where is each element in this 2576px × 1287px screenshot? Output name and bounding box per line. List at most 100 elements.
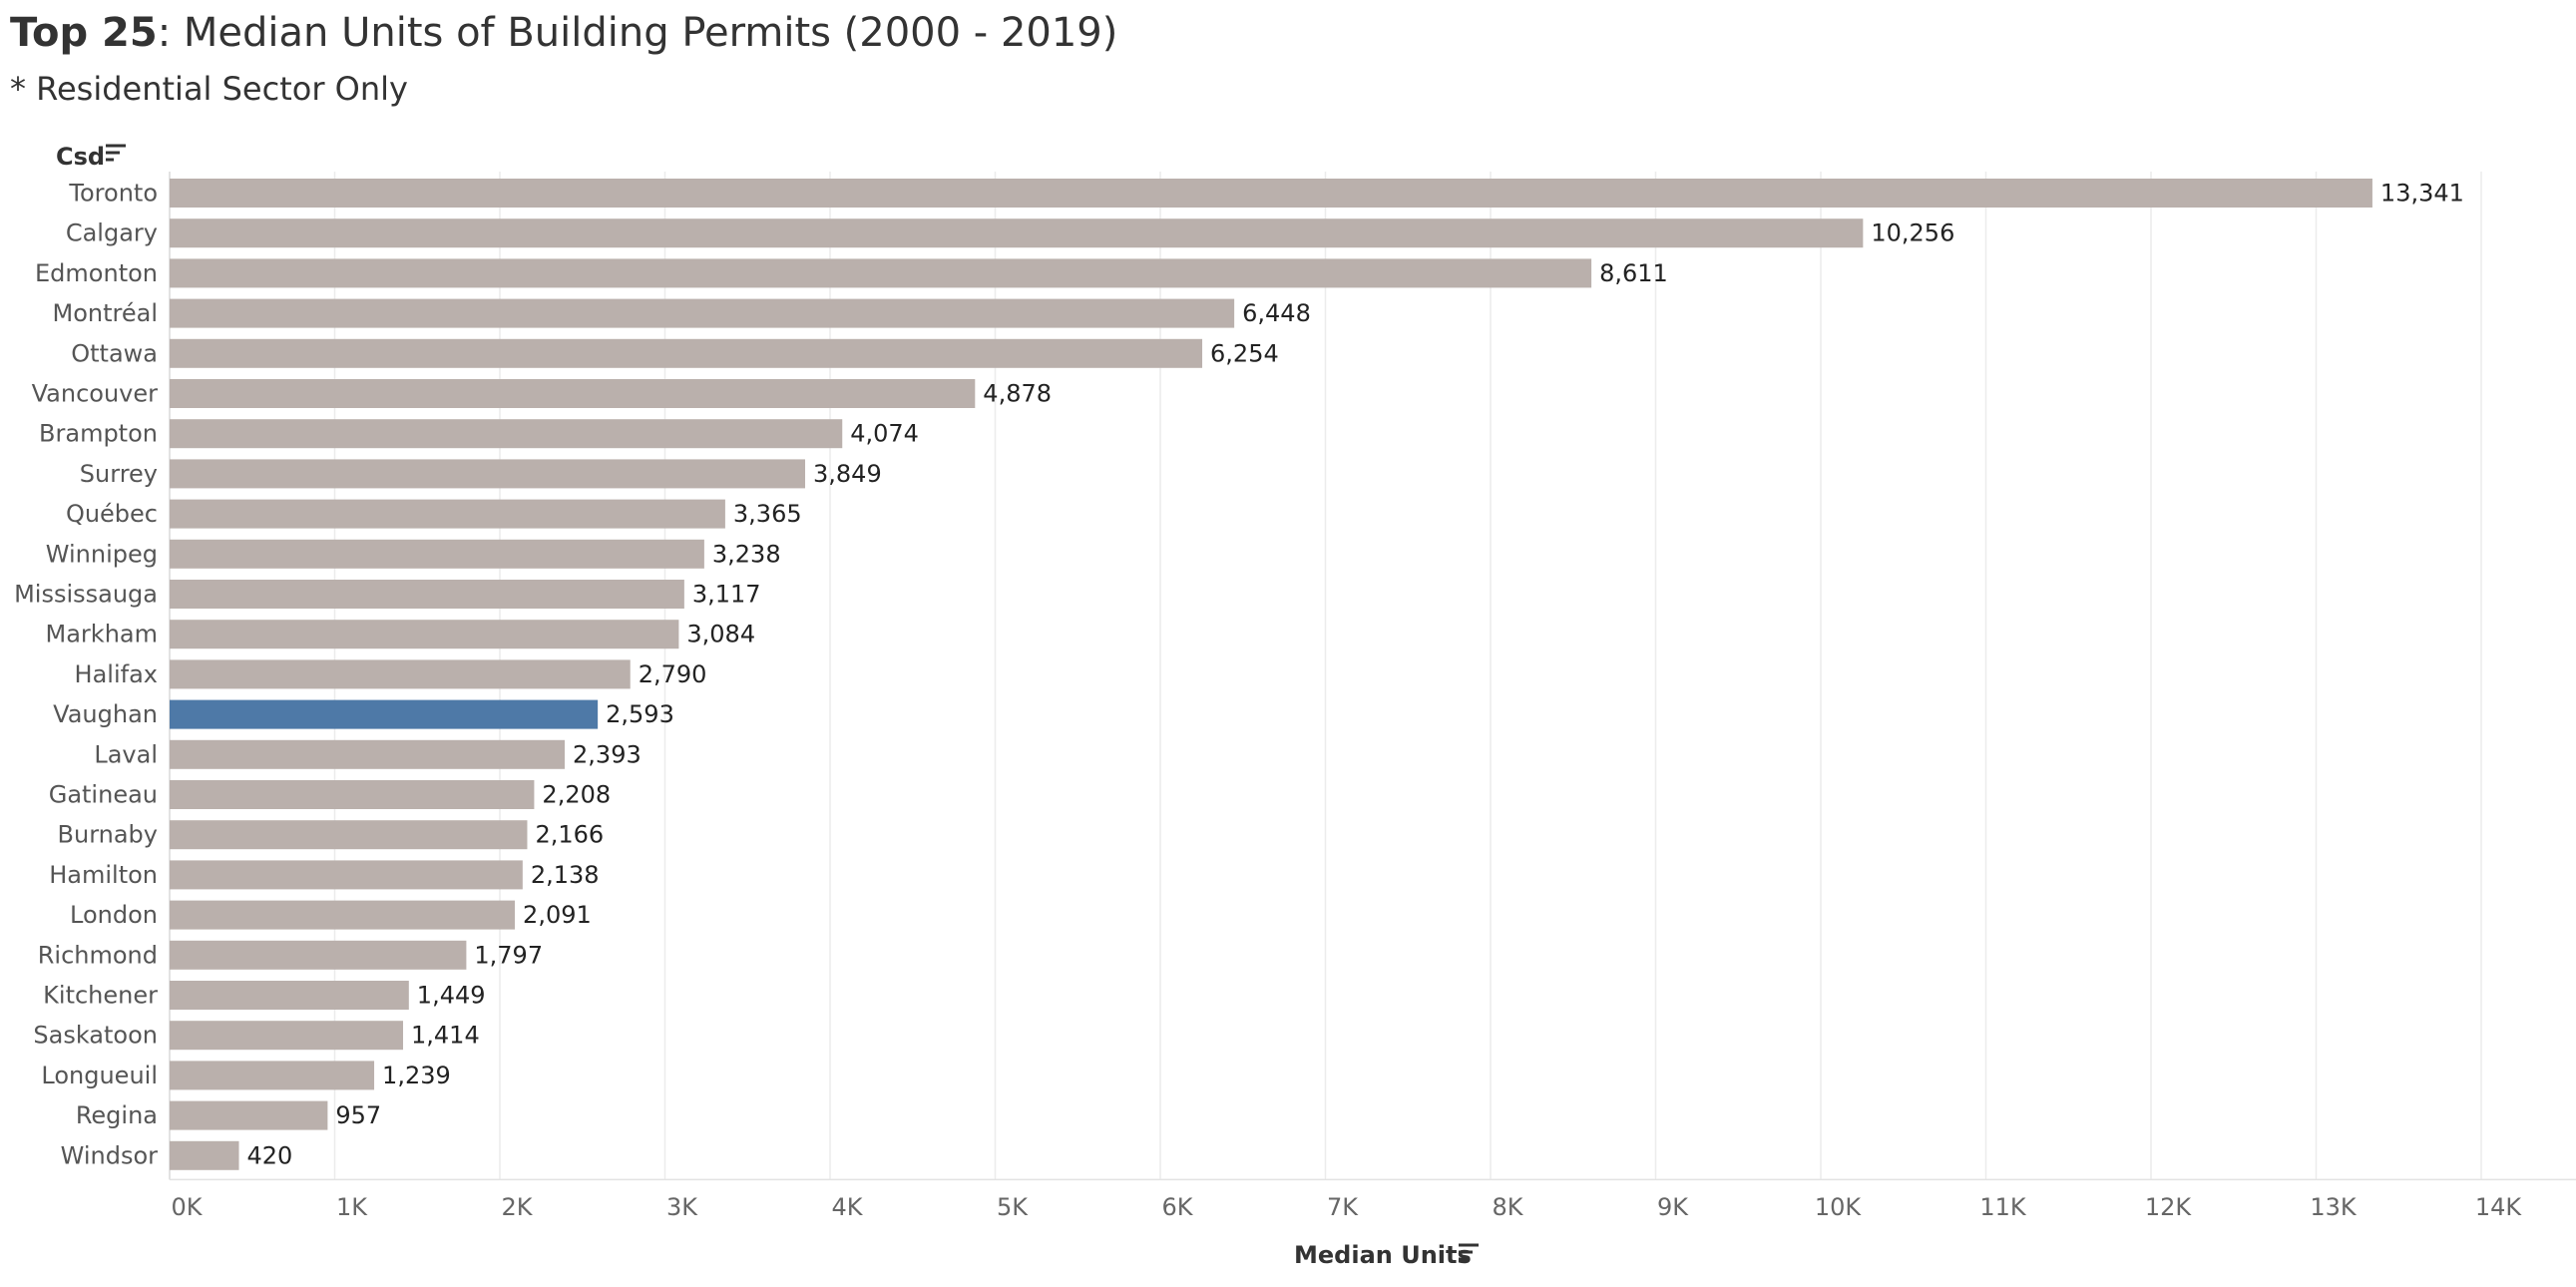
x-tick-label: 5K bbox=[997, 1193, 1029, 1221]
x-tick-label: 7K bbox=[1327, 1193, 1359, 1221]
y-axis-title: Csd bbox=[56, 143, 105, 171]
category-label: Gatineau bbox=[49, 781, 158, 809]
category-label: Edmonton bbox=[35, 259, 158, 287]
value-label: 8,611 bbox=[1599, 259, 1668, 287]
value-label: 1,414 bbox=[411, 1022, 480, 1050]
bar[interactable] bbox=[170, 539, 704, 569]
x-tick-label: 13K bbox=[2310, 1193, 2358, 1221]
value-label: 10,256 bbox=[1871, 219, 1954, 247]
bar[interactable] bbox=[170, 218, 1864, 248]
category-label: Laval bbox=[94, 740, 158, 768]
bar[interactable] bbox=[170, 379, 976, 408]
bars bbox=[170, 179, 2372, 1170]
category-label: Calgary bbox=[66, 219, 158, 247]
category-label: Hamilton bbox=[49, 861, 158, 889]
value-label: 13,341 bbox=[2380, 180, 2464, 208]
category-labels: Toronto Calgary Edmonton Montréal Ottawa Vanc… bbox=[14, 180, 158, 1170]
bar[interactable] bbox=[170, 499, 725, 529]
value-label: 1,797 bbox=[474, 941, 543, 969]
chart-title-rest: : Median Units of Building Permits (2000… bbox=[157, 10, 1118, 56]
category-label: Longueuil bbox=[41, 1062, 158, 1089]
value-label: 2,393 bbox=[573, 740, 642, 768]
bar[interactable] bbox=[170, 659, 631, 689]
chart-subtitle: * Residential Sector Only bbox=[10, 70, 408, 108]
category-label: Saskatoon bbox=[33, 1022, 158, 1050]
bar[interactable] bbox=[170, 981, 409, 1010]
x-tick-label: 11K bbox=[1979, 1193, 2027, 1221]
value-label: 4,074 bbox=[850, 420, 919, 448]
category-label: Markham bbox=[46, 621, 158, 648]
bar[interactable] bbox=[170, 1100, 328, 1130]
bar[interactable] bbox=[170, 459, 806, 489]
chart-title-bold: Top 25 bbox=[10, 10, 158, 56]
bar[interactable] bbox=[170, 780, 535, 809]
bar[interactable] bbox=[170, 620, 679, 649]
bar[interactable] bbox=[170, 940, 467, 970]
bar[interactable] bbox=[170, 179, 2372, 208]
bar[interactable] bbox=[170, 580, 684, 609]
category-label: Regina bbox=[76, 1101, 158, 1129]
bar[interactable] bbox=[170, 739, 566, 769]
category-label: Brampton bbox=[39, 420, 158, 448]
value-label: 2,593 bbox=[606, 700, 674, 728]
value-label: 3,365 bbox=[733, 500, 802, 528]
category-label: Richmond bbox=[38, 941, 158, 969]
category-label: London bbox=[70, 901, 158, 929]
bar[interactable] bbox=[170, 258, 1592, 288]
value-label: 2,166 bbox=[535, 821, 604, 849]
x-tick-label: 12K bbox=[2145, 1193, 2193, 1221]
category-label: Mississauga bbox=[14, 581, 158, 609]
category-label: Kitchener bbox=[43, 982, 158, 1010]
y-axis-header[interactable]: Csd bbox=[56, 143, 126, 171]
x-axis-header[interactable]: Median Units bbox=[1294, 1241, 1479, 1269]
bar[interactable] bbox=[170, 820, 528, 850]
value-label: 3,084 bbox=[686, 621, 755, 648]
sort-descending-icon[interactable] bbox=[1459, 1243, 1479, 1261]
bar[interactable] bbox=[170, 900, 516, 930]
category-label: Ottawa bbox=[71, 339, 158, 367]
x-tick-label: 9K bbox=[1657, 1193, 1689, 1221]
x-tick-label: 3K bbox=[666, 1193, 698, 1221]
value-label: 1,239 bbox=[382, 1062, 451, 1089]
bar[interactable] bbox=[170, 860, 523, 890]
category-label: Vaughan bbox=[53, 700, 158, 728]
x-tick-labels: 0K 1K 2K 3K 4K 5K 6K 7K 8K 9K 10K 11K 12K 13K 14K bbox=[171, 1193, 2522, 1221]
value-label: 3,238 bbox=[712, 540, 781, 568]
category-label: Québec bbox=[66, 500, 158, 528]
value-label: 2,138 bbox=[531, 861, 600, 889]
category-label: Halifax bbox=[75, 660, 158, 688]
category-label: Surrey bbox=[80, 460, 158, 488]
bar[interactable] bbox=[170, 338, 1203, 368]
bar[interactable] bbox=[170, 699, 599, 729]
sort-descending-icon[interactable] bbox=[106, 144, 126, 162]
bar[interactable] bbox=[170, 1140, 239, 1170]
x-tick-label: 4K bbox=[831, 1193, 863, 1221]
x-tick-label: 0K bbox=[171, 1193, 203, 1221]
value-label: 2,208 bbox=[542, 781, 611, 809]
value-label: 3,117 bbox=[692, 581, 761, 609]
bar[interactable] bbox=[170, 1061, 375, 1090]
value-label: 6,254 bbox=[1210, 339, 1279, 367]
chart-title: Top 25: Median Units of Building Permits… bbox=[10, 10, 1117, 56]
bar[interactable] bbox=[170, 1021, 404, 1051]
category-label: Vancouver bbox=[32, 380, 159, 408]
bar[interactable] bbox=[170, 298, 1235, 328]
value-label: 4,878 bbox=[983, 380, 1052, 408]
category-label: Montréal bbox=[53, 299, 159, 327]
value-label: 420 bbox=[247, 1141, 293, 1169]
x-axis-title: Median Units bbox=[1294, 1241, 1472, 1269]
value-label: 2,091 bbox=[523, 901, 592, 929]
value-labels: 13,341 10,256 8,611 6,448 6,254 4,878 4,074 3,8… bbox=[247, 180, 2464, 1170]
category-label: Winnipeg bbox=[46, 540, 158, 568]
value-label: 2,790 bbox=[639, 660, 707, 688]
value-label: 3,849 bbox=[813, 460, 882, 488]
value-label: 1,449 bbox=[417, 982, 486, 1010]
x-tick-label: 6K bbox=[1161, 1193, 1193, 1221]
category-label: Windsor bbox=[61, 1141, 159, 1169]
bar[interactable] bbox=[170, 419, 843, 449]
x-tick-label: 2K bbox=[501, 1193, 533, 1221]
x-tick-label: 8K bbox=[1492, 1193, 1523, 1221]
category-label: Burnaby bbox=[58, 821, 158, 849]
category-label: Toronto bbox=[68, 180, 158, 208]
